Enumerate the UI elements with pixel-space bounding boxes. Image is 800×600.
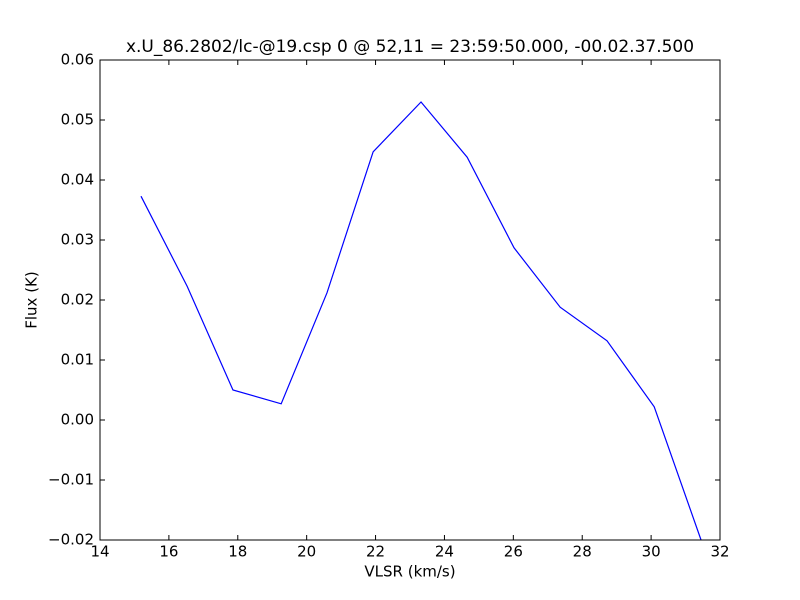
y-tick-label: 0.00 [61, 411, 94, 429]
y-tick-label: −0.01 [48, 471, 94, 489]
y-tick-label: 0.05 [61, 111, 94, 129]
y-tick-label: 0.01 [61, 351, 94, 369]
y-tick-label: 0.03 [61, 231, 94, 249]
x-tick-label: 16 [159, 543, 178, 561]
x-tick-label: 24 [435, 543, 454, 561]
x-tick-label: 28 [573, 543, 592, 561]
x-tick-label: 26 [504, 543, 523, 561]
x-tick-label: 14 [90, 543, 109, 561]
y-axis-label: Flux (K) [23, 271, 41, 329]
y-tick-label: −0.02 [48, 531, 94, 549]
data-line [140, 101, 702, 541]
x-tick-label: 32 [710, 543, 729, 561]
x-tick-label: 18 [228, 543, 247, 561]
plot-frame [99, 59, 721, 541]
x-tick-label: 22 [366, 543, 385, 561]
x-tick-label: 30 [642, 543, 661, 561]
x-axis-label: VLSR (km/s) [364, 563, 455, 581]
y-tick-label: 0.06 [61, 51, 94, 69]
y-tick-label: 0.04 [61, 171, 94, 189]
y-tick-label: 0.02 [61, 291, 94, 309]
x-tick-label: 20 [297, 543, 316, 561]
chart-title: x.U_86.2802/lc-@19.csp 0 @ 52,11 = 23:59… [126, 37, 694, 57]
